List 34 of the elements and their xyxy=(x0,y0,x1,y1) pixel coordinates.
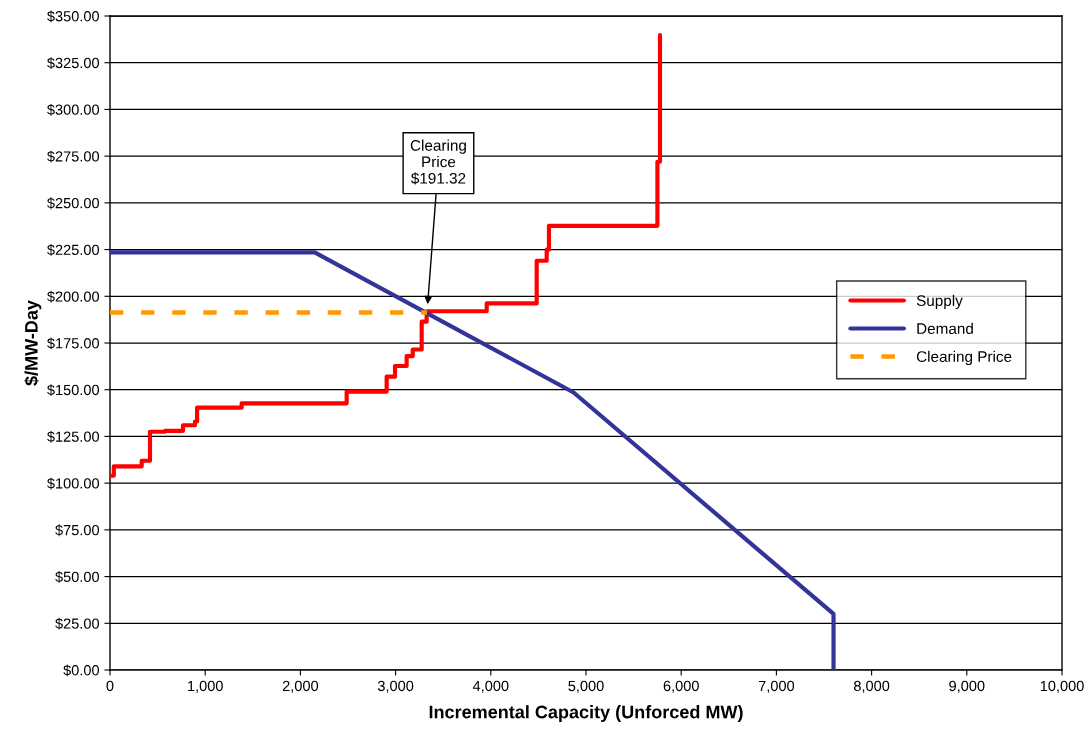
y-tick-label: $75.00 xyxy=(55,524,100,537)
x-tick-label: 4,000 xyxy=(472,680,509,693)
x-tick-label: 5,000 xyxy=(568,680,604,693)
y-tick-label: $150.00 xyxy=(47,384,100,397)
y-tick-label: $175.00 xyxy=(47,337,100,350)
y-tick-label: $200.00 xyxy=(47,290,100,303)
y-tick-label: $300.00 xyxy=(47,103,100,116)
x-tick-label: 6,000 xyxy=(663,680,699,693)
x-tick-label: 0 xyxy=(106,680,114,692)
x-tick-label: 10,000 xyxy=(1040,680,1084,693)
x-tick-label: 2,000 xyxy=(282,680,319,693)
y-tick-label: $100.00 xyxy=(47,477,100,490)
y-axis-title: $/MW-Day xyxy=(24,300,42,386)
y-tick-label: $0.00 xyxy=(63,664,100,677)
annotation: Clearing Price $191.32 xyxy=(410,139,466,185)
line-series xyxy=(110,250,836,670)
x-axis-title: Incremental Capacity (Unforced MW) xyxy=(429,705,743,722)
legend-label: Supply xyxy=(916,294,963,310)
y-tick-label: $25.00 xyxy=(55,617,100,630)
x-tick-label: 7,000 xyxy=(758,680,795,693)
x-tick-label: 8,000 xyxy=(853,680,890,693)
y-tick-label: $50.00 xyxy=(55,571,100,583)
line-series xyxy=(110,32,663,478)
legend-label: Demand xyxy=(917,322,973,335)
y-tick-label: $350.00 xyxy=(47,10,100,23)
x-tick-label: 3,000 xyxy=(377,680,414,693)
x-tick-label: 1,000 xyxy=(188,680,223,693)
x-tick-label: 9,000 xyxy=(949,680,985,693)
y-tick-label: $225.00 xyxy=(47,244,100,256)
y-tick-label: $250.00 xyxy=(47,197,100,210)
y-tick-label: $275.00 xyxy=(47,150,100,163)
y-tick-label: $325.00 xyxy=(47,57,100,70)
legend-label: Clearing Price xyxy=(916,350,1012,366)
y-tick-label: $125.00 xyxy=(47,430,100,443)
